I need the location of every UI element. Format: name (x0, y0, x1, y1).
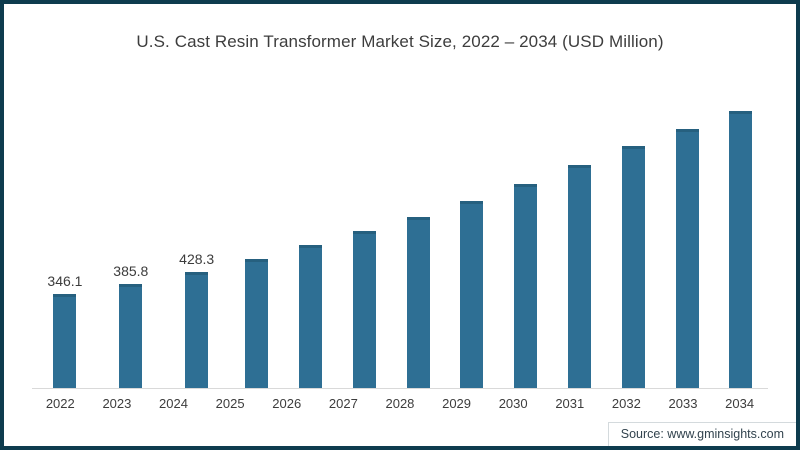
bar (729, 111, 753, 388)
bar (568, 165, 591, 388)
source-text: Source: www.gminsights.com (607, 422, 796, 446)
x-axis-label: 2026 (272, 396, 302, 411)
bar-value-label: 428.3 (179, 251, 215, 267)
x-axis-label: 2033 (668, 396, 698, 411)
bar-value-label: 346.1 (47, 273, 83, 289)
bar (53, 294, 77, 388)
bar-group (675, 108, 699, 388)
bar-value-label (524, 163, 528, 179)
x-axis-label: 2023 (102, 396, 132, 411)
bar-group (352, 210, 376, 388)
x-axis-label: 2027 (328, 396, 358, 411)
bar-group (621, 125, 645, 388)
bar-value-label (631, 125, 635, 141)
bar-group: 385.8 (113, 263, 148, 388)
x-axis-label: 2029 (442, 396, 472, 411)
bar-value-label (685, 108, 689, 124)
x-axis-label: 2031 (555, 396, 585, 411)
x-axis-label: 2032 (611, 396, 641, 411)
bar (298, 245, 322, 388)
plot-area: 346.1 385.8 428.3 (32, 76, 768, 389)
bar-group (245, 238, 269, 388)
bar-value-label (470, 180, 474, 196)
bar (460, 201, 484, 388)
x-axis-label: 2028 (385, 396, 415, 411)
bar-group (298, 224, 322, 388)
x-axis-label: 2025 (215, 396, 245, 411)
bar-group: 346.1 (47, 273, 82, 388)
bar-value-label (255, 238, 259, 254)
bar (406, 217, 430, 388)
bar (245, 259, 269, 388)
bar (185, 272, 209, 388)
bar (119, 284, 143, 388)
bar-group (729, 90, 753, 388)
bar-value-label (308, 224, 312, 240)
bar-group (514, 163, 538, 388)
bar (675, 129, 699, 388)
bar-value-label (578, 144, 582, 160)
bar (621, 146, 645, 388)
bar-value-label (416, 196, 420, 212)
bar-value-label (362, 210, 366, 226)
bar-group (406, 196, 430, 388)
bar-group (460, 180, 484, 388)
x-axis-label: 2034 (725, 396, 755, 411)
x-axis-label: 2030 (498, 396, 528, 411)
x-axis-label: 2024 (159, 396, 188, 411)
x-axis-label: 2022 (45, 396, 75, 411)
bar (514, 184, 538, 388)
chart-title: U.S. Cast Resin Transformer Market Size,… (136, 32, 664, 51)
bar-group: 428.3 (179, 251, 214, 388)
bar-group (568, 144, 591, 388)
bar-value-label (739, 90, 743, 106)
bar (352, 231, 376, 388)
x-axis-labels: 2022 2023 2024 2025 2026 2027 2028 2029 2030 2031… (32, 389, 768, 411)
bar-value-label: 385.8 (113, 263, 149, 279)
